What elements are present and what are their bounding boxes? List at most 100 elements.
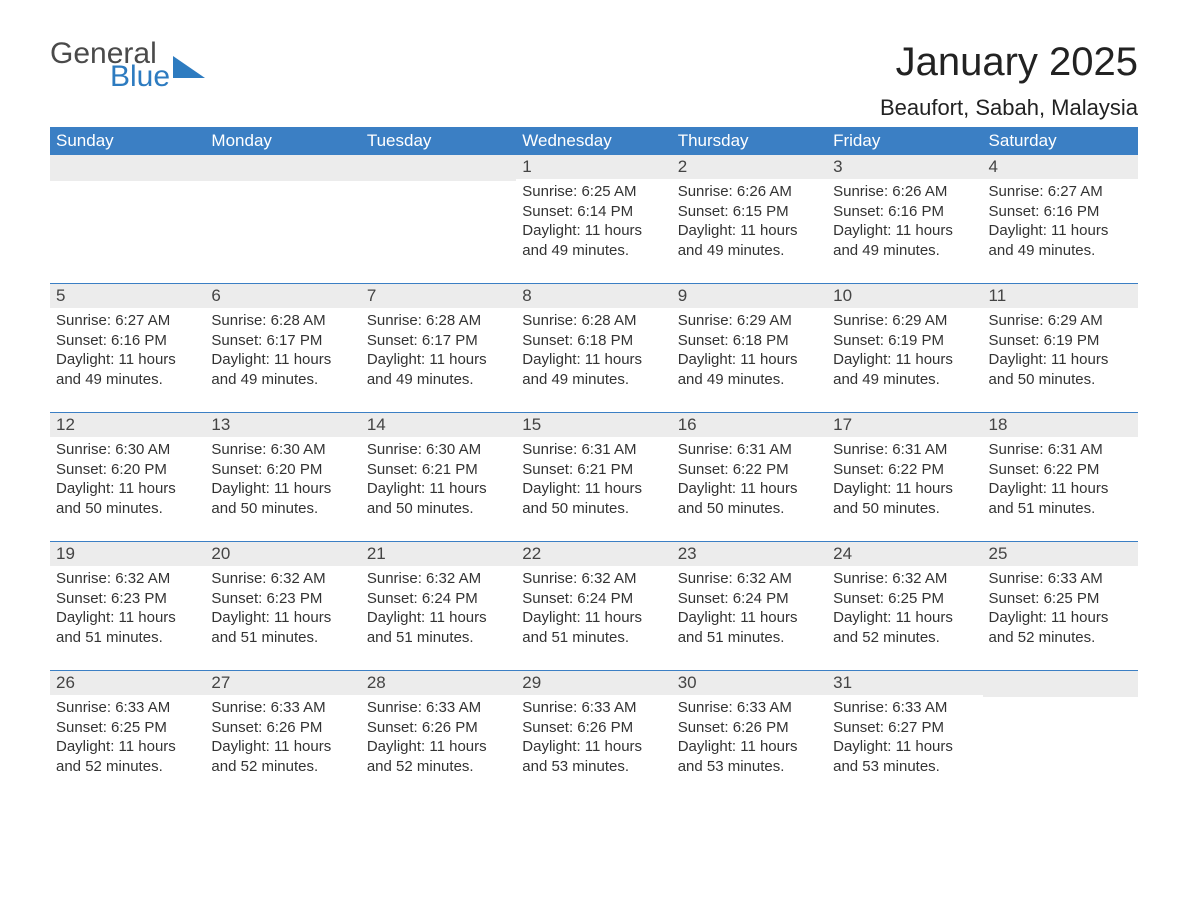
day-number bbox=[50, 155, 205, 181]
daylight-line: Daylight: 11 hours and 53 minutes. bbox=[522, 737, 665, 776]
day-number: 20 bbox=[205, 542, 360, 566]
day-details: Sunrise: 6:30 AMSunset: 6:20 PMDaylight:… bbox=[50, 437, 205, 518]
day-number: 30 bbox=[672, 671, 827, 695]
logo-text: General Blue bbox=[50, 40, 170, 91]
daylight-line: Daylight: 11 hours and 49 minutes. bbox=[989, 221, 1132, 260]
day-details: Sunrise: 6:31 AMSunset: 6:22 PMDaylight:… bbox=[672, 437, 827, 518]
sunrise-line: Sunrise: 6:31 AM bbox=[678, 440, 821, 460]
daylight-line: Daylight: 11 hours and 51 minutes. bbox=[678, 608, 821, 647]
sunrise-line: Sunrise: 6:31 AM bbox=[833, 440, 976, 460]
day-details: Sunrise: 6:33 AMSunset: 6:26 PMDaylight:… bbox=[672, 695, 827, 776]
sunset-line: Sunset: 6:17 PM bbox=[211, 331, 354, 351]
day-number: 5 bbox=[50, 284, 205, 308]
sunset-line: Sunset: 6:25 PM bbox=[56, 718, 199, 738]
day-details: Sunrise: 6:31 AMSunset: 6:22 PMDaylight:… bbox=[827, 437, 982, 518]
sunset-line: Sunset: 6:27 PM bbox=[833, 718, 976, 738]
calendar-week-row: 26 Sunrise: 6:33 AM Sunset: 6:25 PM Dayligh… bbox=[50, 671, 1138, 800]
day-number: 23 bbox=[672, 542, 827, 566]
logo-part2: Blue bbox=[50, 63, 170, 92]
sail-icon bbox=[173, 56, 205, 78]
calendar-cell: 12Sunrise: 6:30 AMSunset: 6:20 PMDayligh… bbox=[50, 413, 205, 542]
day-details: Sunrise: 6:28 AMSunset: 6:17 PMDaylight:… bbox=[361, 308, 516, 389]
day-details: Sunrise: 6:29 AMSunset: 6:19 PMDaylight:… bbox=[983, 308, 1138, 389]
calendar-cell: 7Sunrise: 6:28 AMSunset: 6:17 PMDaylight… bbox=[361, 284, 516, 413]
sunrise-line: Sunrise: 6:33 AM bbox=[367, 698, 510, 718]
day-number: 12 bbox=[50, 413, 205, 437]
calendar-cell bbox=[205, 155, 360, 284]
day-number: 6 bbox=[205, 284, 360, 308]
calendar-cell: 8Sunrise: 6:28 AMSunset: 6:18 PMDaylight… bbox=[516, 284, 671, 413]
sunrise-line: Sunrise: 6:31 AM bbox=[522, 440, 665, 460]
daylight-line: Daylight: 11 hours and 49 minutes. bbox=[678, 350, 821, 389]
sunset-line: Sunset: 6:24 PM bbox=[522, 589, 665, 609]
sunrise-line: Sunrise: 6:30 AM bbox=[211, 440, 354, 460]
calendar-cell: 10Sunrise: 6:29 AMSunset: 6:19 PMDayligh… bbox=[827, 284, 982, 413]
day-details: Sunrise: 6:32 AMSunset: 6:24 PMDaylight:… bbox=[516, 566, 671, 647]
day-header: Saturday bbox=[983, 127, 1138, 155]
sunset-line: Sunset: 6:18 PM bbox=[678, 331, 821, 351]
calendar-cell: 2Sunrise: 6:26 AMSunset: 6:15 PMDaylight… bbox=[672, 155, 827, 284]
daylight-line: Daylight: 11 hours and 50 minutes. bbox=[678, 479, 821, 518]
sunrise-line: Sunrise: 6:29 AM bbox=[989, 311, 1132, 331]
calendar-cell: 15Sunrise: 6:31 AMSunset: 6:21 PMDayligh… bbox=[516, 413, 671, 542]
sunset-line: Sunset: 6:20 PM bbox=[211, 460, 354, 480]
sunrise-line: Sunrise: 6:28 AM bbox=[211, 311, 354, 331]
day-header: Monday bbox=[205, 127, 360, 155]
daylight-line: Daylight: 11 hours and 52 minutes. bbox=[211, 737, 354, 776]
day-number: 19 bbox=[50, 542, 205, 566]
day-number: 1 bbox=[516, 155, 671, 179]
day-details: Sunrise: 6:32 AMSunset: 6:23 PMDaylight:… bbox=[205, 566, 360, 647]
day-details: Sunrise: 6:32 AMSunset: 6:25 PMDaylight:… bbox=[827, 566, 982, 647]
day-number: 29 bbox=[516, 671, 671, 695]
sunset-line: Sunset: 6:21 PM bbox=[522, 460, 665, 480]
sunset-line: Sunset: 6:19 PM bbox=[989, 331, 1132, 351]
day-number bbox=[983, 671, 1138, 697]
day-number: 9 bbox=[672, 284, 827, 308]
day-number: 15 bbox=[516, 413, 671, 437]
calendar-cell: 1Sunrise: 6:25 AMSunset: 6:14 PMDaylight… bbox=[516, 155, 671, 284]
sunset-line: Sunset: 6:21 PM bbox=[367, 460, 510, 480]
sunrise-line: Sunrise: 6:26 AM bbox=[833, 182, 976, 202]
sunset-line: Sunset: 6:22 PM bbox=[678, 460, 821, 480]
daylight-line: Daylight: 11 hours and 50 minutes. bbox=[833, 479, 976, 518]
calendar-cell: 17Sunrise: 6:31 AMSunset: 6:22 PMDayligh… bbox=[827, 413, 982, 542]
day-details: Sunrise: 6:25 AMSunset: 6:14 PMDaylight:… bbox=[516, 179, 671, 260]
calendar-cell: 26Sunrise: 6:33 AMSunset: 6:25 PMDayligh… bbox=[50, 671, 205, 800]
calendar-cell: 29Sunrise: 6:33 AMSunset: 6:26 PMDayligh… bbox=[516, 671, 671, 800]
sunset-line: Sunset: 6:22 PM bbox=[989, 460, 1132, 480]
sunset-line: Sunset: 6:19 PM bbox=[833, 331, 976, 351]
daylight-line: Daylight: 11 hours and 49 minutes. bbox=[678, 221, 821, 260]
day-header: Tuesday bbox=[361, 127, 516, 155]
sunrise-line: Sunrise: 6:32 AM bbox=[56, 569, 199, 589]
sunset-line: Sunset: 6:20 PM bbox=[56, 460, 199, 480]
sunrise-line: Sunrise: 6:25 AM bbox=[522, 182, 665, 202]
sunrise-line: Sunrise: 6:28 AM bbox=[367, 311, 510, 331]
sunset-line: Sunset: 6:26 PM bbox=[522, 718, 665, 738]
day-number: 26 bbox=[50, 671, 205, 695]
page-header: General Blue January 2025 Beaufort, Saba… bbox=[50, 40, 1138, 121]
sunrise-line: Sunrise: 6:26 AM bbox=[678, 182, 821, 202]
calendar-cell: 27Sunrise: 6:33 AMSunset: 6:26 PMDayligh… bbox=[205, 671, 360, 800]
daylight-line: Daylight: 11 hours and 50 minutes. bbox=[989, 350, 1132, 389]
sunset-line: Sunset: 6:24 PM bbox=[678, 589, 821, 609]
sunrise-line: Sunrise: 6:33 AM bbox=[989, 569, 1132, 589]
calendar-week-row: 19Sunrise: 6:32 AMSunset: 6:23 PMDayligh… bbox=[50, 542, 1138, 671]
sunrise-line: Sunrise: 6:30 AM bbox=[367, 440, 510, 460]
day-header: Wednesday bbox=[516, 127, 671, 155]
sunset-line: Sunset: 6:16 PM bbox=[989, 202, 1132, 222]
sunset-line: Sunset: 6:26 PM bbox=[367, 718, 510, 738]
day-details: Sunrise: 6:31 AMSunset: 6:21 PMDaylight:… bbox=[516, 437, 671, 518]
daylight-line: Daylight: 11 hours and 51 minutes. bbox=[367, 608, 510, 647]
daylight-line: Daylight: 11 hours and 53 minutes. bbox=[678, 737, 821, 776]
calendar-week-row: 12Sunrise: 6:30 AMSunset: 6:20 PMDayligh… bbox=[50, 413, 1138, 542]
daylight-line: Daylight: 11 hours and 52 minutes. bbox=[367, 737, 510, 776]
day-number: 13 bbox=[205, 413, 360, 437]
day-details: Sunrise: 6:33 AMSunset: 6:26 PMDaylight:… bbox=[205, 695, 360, 776]
day-details: Sunrise: 6:30 AMSunset: 6:21 PMDaylight:… bbox=[361, 437, 516, 518]
daylight-line: Daylight: 11 hours and 52 minutes. bbox=[833, 608, 976, 647]
day-number bbox=[205, 155, 360, 181]
daylight-line: Daylight: 11 hours and 51 minutes. bbox=[56, 608, 199, 647]
sunset-line: Sunset: 6:15 PM bbox=[678, 202, 821, 222]
day-details: Sunrise: 6:27 AMSunset: 6:16 PMDaylight:… bbox=[50, 308, 205, 389]
day-number: 11 bbox=[983, 284, 1138, 308]
